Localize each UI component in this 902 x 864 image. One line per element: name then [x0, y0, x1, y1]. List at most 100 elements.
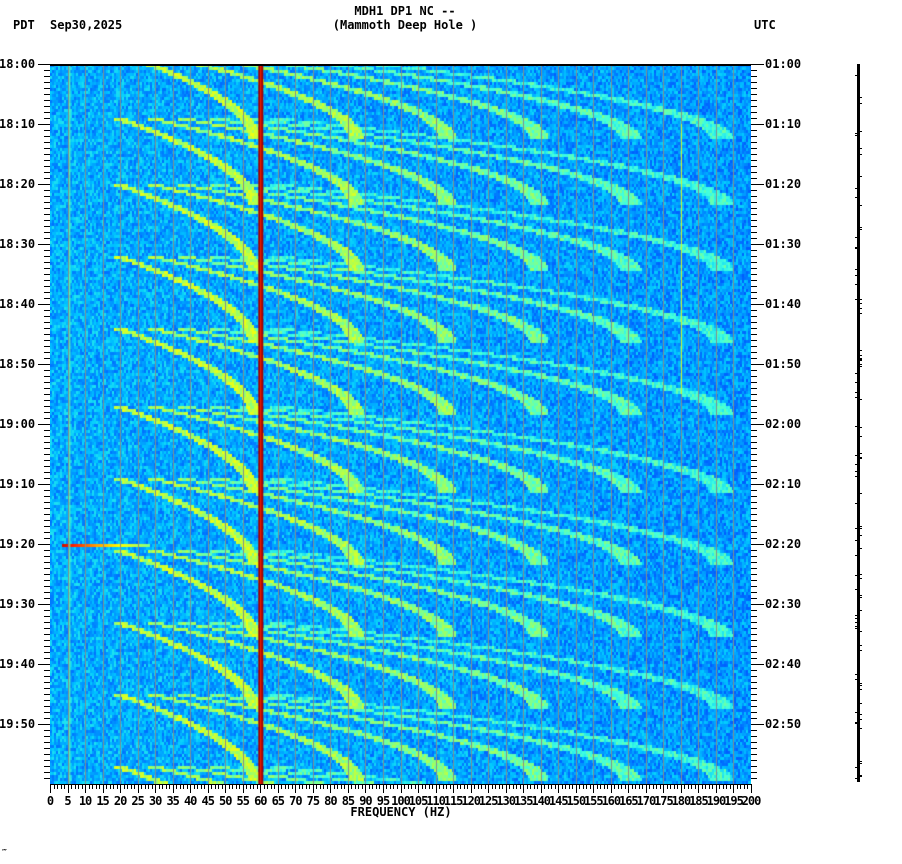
scale-bar-tick: [855, 455, 857, 456]
x-tick-label: 145: [548, 794, 569, 808]
scale-bar-tick: [855, 269, 857, 270]
scale-bar-tick: [860, 535, 862, 536]
x-tick-label: 110: [426, 794, 446, 808]
x-tick-label: 55: [236, 794, 250, 808]
scale-bar-tick: [860, 364, 862, 365]
spectrogram-plot: [50, 64, 751, 784]
y-label-left: 18:00: [0, 57, 36, 71]
x-tick-label: 125: [478, 794, 499, 808]
scale-bar-tick: [860, 205, 862, 206]
x-tick-label: 40: [183, 794, 197, 808]
scale-bar-tick: [860, 427, 862, 428]
scale-bar-tick: [860, 229, 862, 230]
y-label-right: 02:10: [765, 477, 802, 491]
y-label-left: 18:10: [0, 117, 36, 131]
scale-bar-tick: [860, 650, 862, 651]
scale-bar-tick: [860, 574, 862, 575]
scale-bar-tick: [860, 453, 862, 454]
scale-bar-tick: [855, 615, 857, 616]
scale-bar-tick: [860, 526, 862, 527]
scale-bar-tick: [855, 622, 857, 623]
chart-subtitle: (Mammoth Deep Hole ): [332, 18, 478, 32]
x-tick-label: 50: [219, 794, 232, 808]
y-label-left: 19:30: [0, 597, 36, 611]
scale-bar-tick: [860, 631, 862, 632]
scale-bar-tick: [855, 618, 857, 619]
x-tick-label: 150: [566, 794, 586, 808]
scale-bar-tick: [855, 767, 857, 768]
scale-bar-tick: [855, 284, 857, 285]
x-tick-label: 5: [64, 794, 71, 808]
scale-bar-tick: [860, 763, 862, 764]
x-tick-label: 0: [46, 794, 54, 808]
y-label-left: 18:20: [0, 177, 36, 191]
scale-bar-tick: [855, 723, 857, 724]
x-tick-label: 120: [461, 794, 481, 808]
x-tick-label: 95: [376, 794, 390, 808]
x-tick-label: 65: [271, 794, 285, 808]
x-tick-label: 200: [741, 794, 762, 808]
scale-bar-tick: [855, 426, 857, 427]
scale-bar-tick: [855, 503, 857, 504]
scale-bar-tick: [860, 313, 862, 314]
scale-bar-tick: [860, 227, 862, 228]
scale-bar-tick: [860, 689, 862, 690]
y-label-right: 01:30: [765, 237, 802, 251]
scale-bar-tick: [855, 778, 857, 779]
y-label-left: 18:50: [0, 357, 36, 371]
x-tick-label: 170: [636, 794, 657, 808]
x-tick-label: 195: [724, 794, 744, 808]
x-tick-label: 90: [359, 794, 372, 808]
scale-bar-tick: [860, 148, 862, 149]
x-tick-label: 175: [654, 794, 674, 808]
scale-bar-tick: [860, 358, 862, 359]
plot-frame: [50, 64, 751, 784]
scale-bar-tick: [855, 397, 857, 398]
right-timezone-label: UTC: [754, 18, 776, 32]
scale-bar-tick: [860, 685, 862, 686]
scale-bar-tick: [860, 308, 862, 309]
scale-bar-tick: [855, 476, 857, 477]
scale-bar-tick: [855, 575, 857, 576]
x-tick-label: 70: [289, 794, 302, 808]
scale-bar-tick: [855, 247, 857, 248]
x-tick-label: 75: [306, 794, 320, 808]
scale-bar-tick: [860, 360, 862, 361]
scale-bar-tick: [860, 776, 862, 777]
scale-bar-tick: [860, 761, 862, 762]
scale-bar-tick: [860, 303, 862, 304]
x-tick-label: 130: [496, 794, 516, 808]
left-timezone-label: PDT: [13, 18, 35, 32]
x-tick-label: 115: [443, 794, 464, 808]
x-tick-label: 105: [408, 794, 429, 808]
scale-bar-tick: [860, 528, 862, 529]
scale-bar-tick: [855, 135, 857, 136]
scale-bar-tick: [855, 674, 857, 675]
x-tick-label: 35: [166, 794, 179, 808]
scale-bar-tick: [860, 436, 862, 437]
scale-bar-tick: [855, 237, 857, 238]
scale-bar-tick: [855, 188, 857, 189]
scale-bar-tick: [860, 458, 862, 459]
scale-bar-tick: [860, 350, 862, 351]
y-label-right: 01:50: [765, 357, 802, 371]
y-label-right: 01:20: [765, 177, 802, 191]
x-tick-label: 10: [78, 794, 92, 808]
scale-bar-tick: [860, 714, 862, 715]
x-axis-title: FREQUENCY (HZ): [350, 805, 452, 819]
y-label-right: 01:40: [765, 297, 802, 311]
y-label-right: 01:10: [765, 117, 802, 131]
footer-mark: ‴: [2, 848, 7, 857]
scale-bar-tick: [855, 75, 857, 76]
y-label-left: 18:30: [0, 237, 36, 251]
scale-bar-tick: [855, 626, 857, 627]
scale-bar-tick: [860, 97, 862, 98]
scale-bar-tick: [860, 366, 862, 367]
scale-bar-tick: [855, 464, 857, 465]
y-label-left: 19:50: [0, 717, 36, 731]
scale-bar-tick: [860, 645, 862, 646]
x-tick-label: 135: [513, 794, 534, 808]
scale-bar-tick: [855, 628, 857, 629]
x-tick-label: 190: [706, 794, 727, 808]
chart-title: MDH1 DP1 NC --: [354, 4, 456, 18]
